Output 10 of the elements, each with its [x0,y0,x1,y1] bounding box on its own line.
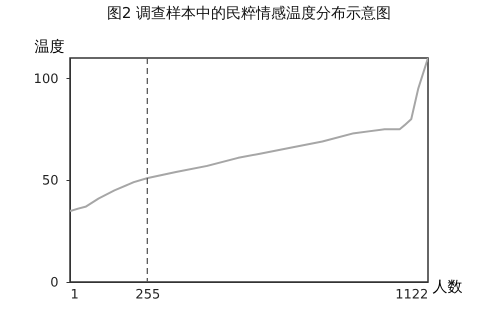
x-tick-label: 1 [70,288,79,302]
chart-title: 图2 调查样本中的民粹情感温度分布示意图 [106,4,392,22]
x-tick-label: 255 [135,288,160,302]
x-tick-label: 1122 [395,288,428,302]
y-axis-title: 温度 [34,38,64,56]
y-tick-label: 0 [50,276,58,290]
x-axis-title: 人数 [432,278,462,296]
y-tick-label: 100 [34,72,58,87]
line-series [70,58,428,212]
y-tick-label: 50 [42,174,58,189]
